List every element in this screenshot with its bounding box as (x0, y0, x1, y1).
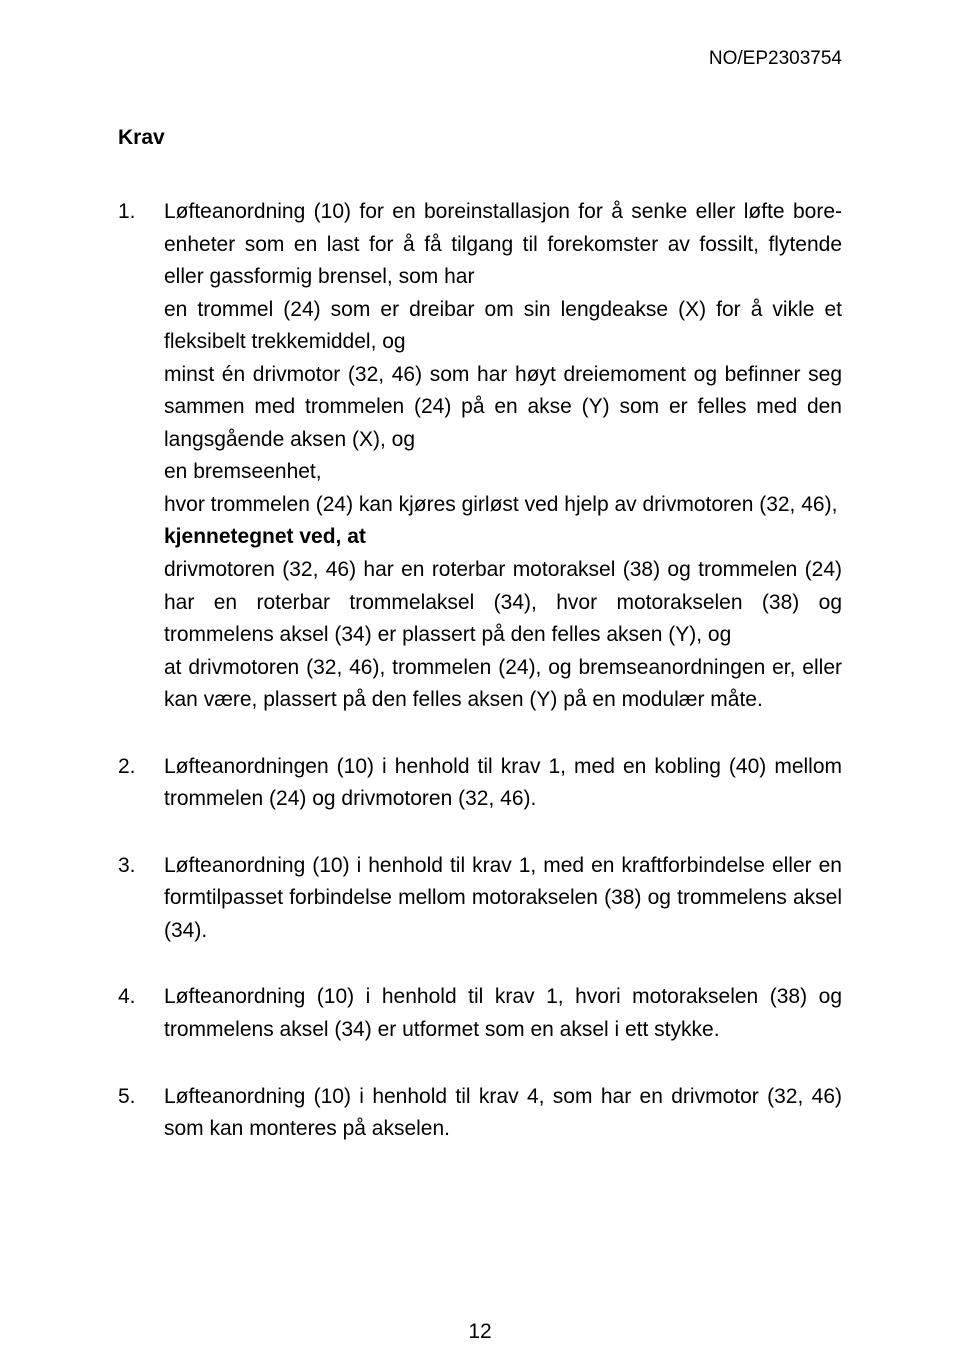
claim-paragraph: Løfteanordning (10) for en boreinstallas… (164, 196, 842, 294)
claims-list: 1.Løfteanordning (10) for en boreinstall… (118, 196, 842, 1146)
page: NO/EP2303754 Krav 1.Løfteanordning (10) … (0, 0, 960, 1368)
document-id: NO/EP2303754 (709, 48, 842, 70)
claim-paragraph: en bremseenhet, (164, 456, 842, 489)
claim: 4.Løfteanordning (10) i henhold til krav… (118, 981, 842, 1046)
claim-body: Løfteanordningen (10) i henhold til krav… (164, 751, 842, 816)
claim-number: 4. (118, 981, 164, 1046)
claim-body: Løfteanordning (10) i henhold til krav 1… (164, 981, 842, 1046)
claim-body: Løfteanordning (10) i henhold til krav 1… (164, 850, 842, 948)
claim: 2.Løfteanordningen (10) i henhold til kr… (118, 751, 842, 816)
claim-body: Løfteanordning (10) i henhold til krav 4… (164, 1081, 842, 1146)
claim-paragraph: Løfteanordningen (10) i henhold til krav… (164, 751, 842, 816)
claim: 1.Løfteanordning (10) for en boreinstall… (118, 196, 842, 717)
claim-number: 2. (118, 751, 164, 816)
claim-paragraph: Løfteanordning (10) i henhold til krav 4… (164, 1081, 842, 1146)
claim-number: 1. (118, 196, 164, 717)
section-title: Krav (118, 126, 842, 150)
page-number: 12 (0, 1320, 960, 1344)
claim-body: Løfteanordning (10) for en boreinstallas… (164, 196, 842, 717)
claim-number: 3. (118, 850, 164, 948)
claim-paragraph: Løfteanordning (10) i henhold til krav 1… (164, 850, 842, 948)
claim-paragraph: Løfteanordning (10) i henhold til krav 1… (164, 981, 842, 1046)
claim-number: 5. (118, 1081, 164, 1146)
claim-paragraph: drivmotoren (32, 46) har en roterbar mot… (164, 554, 842, 652)
claim-paragraph: en trommel (24) som er dreibar om sin le… (164, 294, 842, 359)
claim-paragraph: kjennetegnet ved, at (164, 521, 842, 554)
claim-paragraph: at drivmotoren (32, 46), trommelen (24),… (164, 652, 842, 717)
claim: 3.Løfteanordning (10) i henhold til krav… (118, 850, 842, 948)
claim-paragraph: hvor trommelen (24) kan kjøres girløst v… (164, 489, 842, 522)
claim-paragraph: minst én drivmotor (32, 46) som har høyt… (164, 359, 842, 457)
claim: 5.Løfteanordning (10) i henhold til krav… (118, 1081, 842, 1146)
